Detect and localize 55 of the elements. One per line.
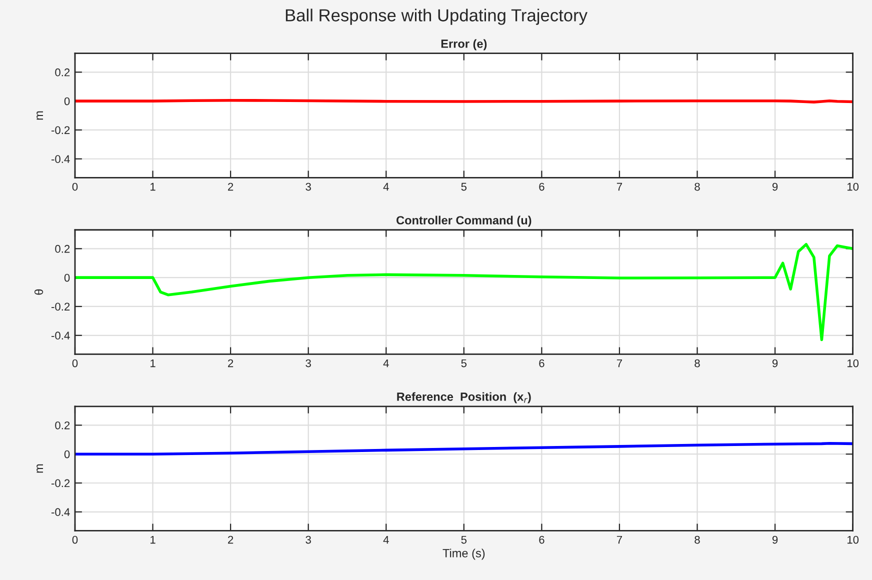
x-tick-label: 7 bbox=[616, 359, 622, 368]
y-tick-label: -0.2 bbox=[51, 302, 70, 311]
x-tick-label: 0 bbox=[72, 359, 78, 368]
x-tick-label: 0 bbox=[72, 536, 78, 544]
x-tick-label: 4 bbox=[383, 536, 389, 544]
chart-title: Ball Response with Updating Trajectory bbox=[286, 8, 588, 25]
x-tick-label: 1 bbox=[150, 359, 156, 368]
x-tick-label: 3 bbox=[306, 536, 311, 544]
x-tick-label: 10 bbox=[847, 359, 859, 368]
line-series bbox=[74, 242, 853, 342]
x-tick-label: 0 bbox=[72, 182, 78, 191]
y-tick-label: 0.2 bbox=[55, 68, 70, 76]
y-tick-label: -0.4 bbox=[51, 508, 70, 516]
x-tick-label: 3 bbox=[306, 182, 311, 191]
y-tick-label: 0.2 bbox=[55, 421, 70, 430]
y-tick-label: 0 bbox=[64, 450, 70, 458]
y-axis-title: m bbox=[36, 111, 43, 120]
y-tick-label: 0 bbox=[64, 274, 70, 282]
x-tick-label: 7 bbox=[616, 182, 622, 191]
x-tick-label: 8 bbox=[694, 182, 700, 191]
x-tick-label: 2 bbox=[228, 536, 234, 544]
y-tick-label: 0 bbox=[64, 97, 70, 106]
x-tick-label: 10 bbox=[847, 182, 859, 191]
x-tick-label: 6 bbox=[539, 536, 544, 544]
x-tick-label: 8 bbox=[694, 536, 700, 544]
x-tick-label: 1 bbox=[150, 182, 156, 191]
x-tick-label: 5 bbox=[461, 182, 467, 191]
line-series bbox=[74, 442, 853, 456]
y-tick-label: -0.4 bbox=[51, 332, 70, 340]
x-tick-label: 8 bbox=[694, 359, 700, 368]
x-tick-label: 9 bbox=[772, 359, 778, 368]
x-tick-label: 2 bbox=[228, 359, 234, 368]
x-axis-title: Time (s) bbox=[442, 548, 485, 560]
x-tick-label: 4 bbox=[383, 182, 389, 191]
x-tick-label: 9 bbox=[772, 182, 778, 191]
x-tick-label: 10 bbox=[847, 536, 859, 544]
x-tick-label: 5 bbox=[461, 359, 467, 368]
x-tick-label: 6 bbox=[539, 182, 544, 191]
x-tick-label: 6 bbox=[539, 359, 544, 368]
x-tick-label: 3 bbox=[306, 359, 311, 368]
y-axis-title: m bbox=[36, 464, 43, 473]
x-tick-label: 7 bbox=[616, 536, 622, 544]
x-tick-label: 5 bbox=[461, 536, 467, 544]
x-tick-label: 4 bbox=[383, 359, 389, 368]
y-tick-label: -0.2 bbox=[51, 479, 70, 488]
y-tick-label: -0.4 bbox=[51, 155, 70, 164]
x-tick-label: 2 bbox=[228, 182, 234, 191]
chart-subtitle: Error (e) bbox=[441, 39, 487, 50]
chart-title: Reference Position (x$_{r}$) bbox=[397, 392, 531, 404]
y-tick-label: 0.2 bbox=[55, 244, 70, 253]
x-tick-label: 1 bbox=[150, 536, 156, 544]
y-axis-title: θ bbox=[34, 289, 44, 295]
chart-title: Controller Command (u) bbox=[396, 216, 532, 227]
y-tick-label: -0.2 bbox=[51, 126, 70, 134]
x-tick-label: 9 bbox=[772, 536, 778, 544]
